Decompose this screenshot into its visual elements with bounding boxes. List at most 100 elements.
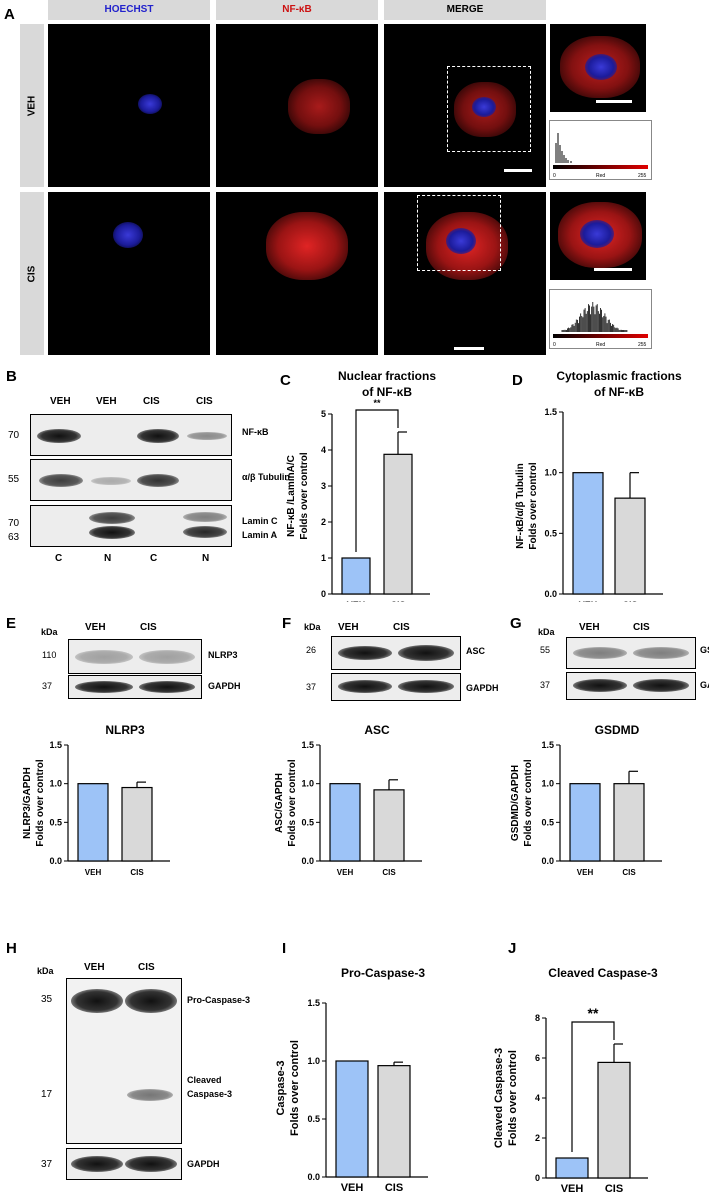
- y-tick-label: 1.0: [544, 468, 557, 478]
- bar-cis: [597, 1061, 631, 1179]
- y-axis-label: ASC/GAPDH: [274, 773, 285, 833]
- lane-label: VEH: [338, 622, 359, 633]
- y-tick-label: 2: [535, 1133, 540, 1143]
- y-axis-label: NLRP3/GAPDH: [22, 767, 33, 839]
- significance-label: **: [588, 1005, 599, 1021]
- y-tick-label: 1.0: [307, 1056, 320, 1066]
- chart-title: NLRP3: [105, 723, 145, 737]
- y-tick-label: 1: [321, 553, 326, 563]
- y-axis-label: NF-κB/α/β Tubulin: [515, 463, 526, 548]
- blot-h-gapdh: [66, 1148, 182, 1180]
- x-tick-label: CIS: [382, 868, 396, 877]
- bar-veh: [572, 472, 604, 595]
- blot-b-tubulin: [30, 459, 232, 501]
- chart-i: Pro-Caspase-3 0.0 0.5 1.0 1.5 Caspase-3 Folds …: [275, 966, 428, 1194]
- blot-h-caspase3: [66, 978, 182, 1144]
- y-tick-label: 5: [321, 409, 326, 419]
- y-tick-label: 1.5: [541, 740, 554, 750]
- y-tick-label: 0.0: [49, 856, 62, 866]
- kda-label: kDa: [304, 622, 321, 632]
- chart-e: NLRP3 0.0 0.5 1.0 1.5 NLRP3/GAPDH Folds over c…: [22, 723, 170, 877]
- panel-label-d: D: [512, 372, 523, 389]
- blot-b-nfkb: [30, 414, 232, 456]
- panel-label-i: I: [282, 940, 287, 957]
- lane-label: CIS: [633, 622, 650, 633]
- y-axis-label: Folds over control: [528, 462, 539, 549]
- mw-label: 37: [306, 682, 317, 692]
- bar-veh: [569, 783, 601, 862]
- chart-f: ASC 0.0 0.5 1.0 1.5 ASC/GAPDH Folds over contr…: [274, 723, 422, 877]
- x-tick-label: VEH: [85, 868, 102, 877]
- y-tick-label: 6: [535, 1053, 540, 1063]
- protein-label: NLRP3: [208, 650, 238, 660]
- protein-label: Lamin A: [242, 530, 278, 540]
- mw-label: 17: [41, 1089, 53, 1100]
- bar-veh: [329, 783, 361, 862]
- y-axis-label: Cleaved Caspase-3: [493, 1048, 505, 1148]
- mw-label: 26: [306, 645, 317, 655]
- bar-veh: [335, 1060, 369, 1178]
- y-tick-label: 0.5: [49, 817, 62, 827]
- y-tick-label: 1.5: [307, 998, 320, 1008]
- scale-bar: [594, 268, 632, 271]
- y-tick-label: 0: [321, 589, 326, 599]
- y-tick-label: 0.0: [307, 1172, 320, 1182]
- lane-label: CIS: [138, 962, 155, 973]
- bar-cis: [383, 453, 413, 595]
- image-cis-nfkb: [216, 192, 378, 355]
- bar-cis: [613, 783, 645, 862]
- protein-label: GSDMD: [700, 645, 709, 655]
- x-tick-label: VEH: [341, 1182, 364, 1194]
- blot-e-gapdh: [68, 675, 202, 699]
- y-tick-label: 1.5: [544, 407, 557, 417]
- blot-b-lamin: [30, 505, 232, 547]
- lane-label: CIS: [140, 622, 157, 633]
- zoom-region-box: [417, 195, 501, 271]
- y-tick-label: 1.0: [49, 779, 62, 789]
- x-tick-label: CIS: [622, 600, 637, 602]
- protein-label: GAPDH: [208, 681, 241, 691]
- image-veh-nfkb: [216, 24, 378, 187]
- y-tick-label: 8: [535, 1013, 540, 1023]
- y-tick-label: 0.5: [301, 817, 314, 827]
- y-axis-label: Folds over control: [523, 759, 534, 846]
- panel-label-e: E: [6, 615, 17, 632]
- x-tick-label: CIS: [390, 600, 405, 602]
- x-tick-label: CIS: [385, 1182, 403, 1194]
- bar-veh: [341, 557, 371, 595]
- lane-label: VEH: [96, 396, 117, 407]
- histogram-veh: 0 Red 255: [549, 120, 652, 180]
- mw-label: 35: [41, 994, 53, 1005]
- y-tick-label: 0.5: [307, 1114, 320, 1124]
- y-axis-label: Caspase-3: [275, 1060, 287, 1115]
- y-axis-label: NF-κB /LaminA/C: [286, 455, 297, 537]
- y-tick-label: 1.5: [301, 740, 314, 750]
- y-tick-label: 4: [535, 1093, 540, 1103]
- lane-label: VEH: [50, 396, 71, 407]
- row-label-cis: CIS: [20, 192, 44, 355]
- x-tick-label: CIS: [130, 868, 144, 877]
- svg-text:0: 0: [553, 342, 556, 348]
- y-axis-label: Folds over control: [299, 452, 310, 539]
- kda-label: kDa: [37, 966, 54, 976]
- lane-label: VEH: [579, 622, 600, 633]
- panel-label-f: F: [282, 615, 292, 632]
- protein-label: Pro-Caspase-3: [187, 995, 251, 1005]
- bar-veh: [77, 783, 109, 862]
- y-axis-label: Folds over control: [35, 759, 46, 846]
- mw-label: 55: [540, 645, 551, 655]
- lane-label: CIS: [196, 396, 213, 407]
- mw-label: 63: [8, 532, 20, 543]
- kda-label: kDa: [538, 627, 555, 637]
- zoom-region-box: [447, 66, 531, 152]
- protein-label: NF-κB: [242, 427, 269, 437]
- y-axis-label: GSDMD/GAPDH: [510, 765, 521, 841]
- svg-text:255: 255: [638, 342, 647, 348]
- mw-label: 110: [42, 650, 57, 660]
- lane-label: VEH: [85, 622, 106, 633]
- y-tick-label: 2: [321, 517, 326, 527]
- scale-bar: [596, 100, 632, 103]
- histogram-cis: 0 Red 255: [549, 289, 652, 349]
- y-tick-label: 0.0: [544, 589, 557, 599]
- panel-label-g: G: [510, 615, 522, 632]
